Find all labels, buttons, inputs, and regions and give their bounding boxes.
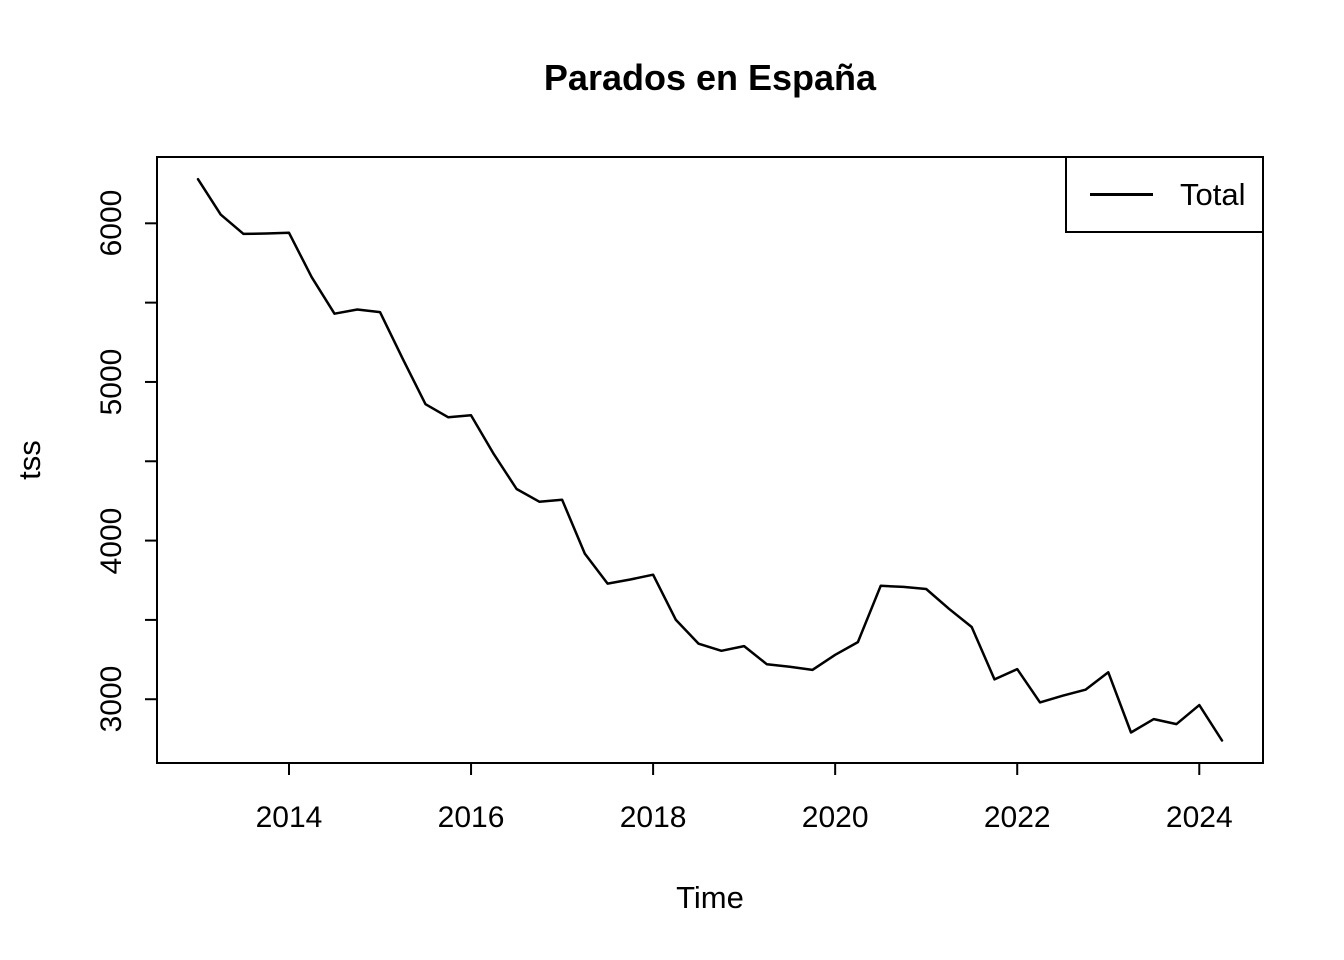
x-tick-label: 2016: [437, 801, 505, 834]
x-tick-label: 2014: [255, 801, 323, 834]
legend: Total: [1065, 156, 1264, 233]
chart-title: Parados en España: [543, 57, 877, 98]
x-tick-label: 2024: [1165, 801, 1233, 834]
x-tick-label: 2022: [983, 801, 1051, 834]
y-tick-label: 4000: [95, 507, 128, 574]
y-tick-label: 5000: [95, 348, 128, 416]
x-tick-label: 2020: [801, 801, 869, 834]
plot-border: [156, 156, 1264, 764]
x-axis-title: Time: [676, 880, 744, 915]
y-axis-title: tss: [12, 440, 47, 480]
series-line-total: [196, 177, 1224, 742]
x-tick-label: 2018: [619, 801, 687, 834]
legend-line-sample: [1090, 193, 1153, 196]
y-tick-label: 3000: [95, 665, 128, 733]
y-tick-label: 6000: [95, 189, 128, 257]
legend-series-label: Total: [1180, 176, 1246, 212]
